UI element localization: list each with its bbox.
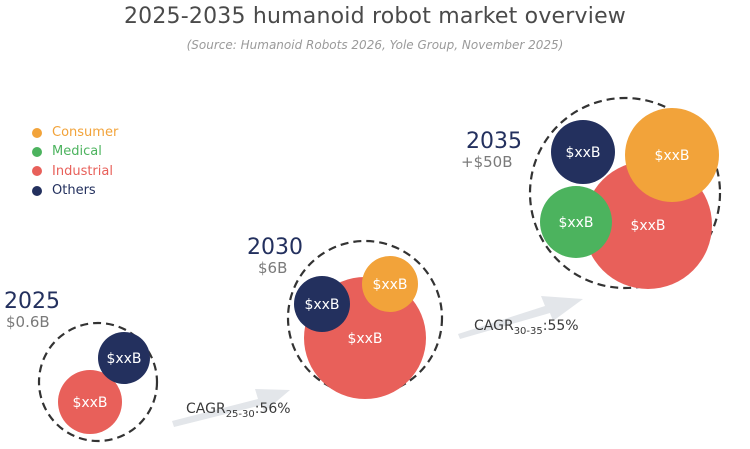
- bubble-2035-consumer: [625, 108, 719, 202]
- legend-item-others: Others: [32, 181, 118, 200]
- legend-item-medical: Medical: [32, 142, 118, 161]
- bubble-2025-others: [98, 332, 150, 384]
- cagr-arrow-2: [458, 296, 583, 339]
- legend-label-others: Others: [52, 183, 96, 199]
- dashed-ring-2025: [37, 321, 159, 443]
- legend-dot-consumer: [32, 127, 42, 138]
- legend-label-medical: Medical: [52, 144, 102, 160]
- legend-label-consumer: Consumer: [52, 125, 119, 141]
- legend-label-industrial: Industrial: [52, 163, 113, 179]
- bubble-label-2030-others: $xxB: [304, 297, 339, 313]
- chart-subtitle: (Source: Humanoid Robots 2026, Yole Grou…: [186, 38, 564, 52]
- cagr-arrow-1: [172, 389, 290, 427]
- bubble-label-2035-others: $xxB: [565, 145, 600, 161]
- bubble-label-2030-industrial: $xxB: [347, 331, 382, 347]
- total-label-2035: +$50B: [461, 153, 513, 171]
- bubble-label-2035-industrial: $xxB: [630, 218, 665, 234]
- year-label-2035: 2035: [466, 129, 522, 154]
- chart-title: 2025-2035 humanoid robot market overview: [123, 4, 627, 29]
- bubble-2030-consumer: [362, 256, 418, 312]
- cagr-period-2: 30-35: [514, 326, 543, 337]
- bubble-2035-medical: [540, 186, 612, 258]
- cagr-prefix-2: CAGR: [474, 318, 514, 334]
- cagr-label-1: CAGR25-30:56%: [186, 401, 291, 420]
- cagr-prefix-1: CAGR: [186, 401, 226, 417]
- year-label-2025: 2025: [4, 289, 60, 314]
- bubble-label-2025-others: $xxB: [106, 351, 141, 367]
- cagr-value-2: :55%: [543, 318, 579, 334]
- bubble-label-2025-industrial: $xxB: [72, 395, 107, 411]
- bubble-label-2030-consumer: $xxB: [372, 277, 407, 293]
- legend: Consumer Medical Industrial Others: [32, 123, 118, 200]
- bubble-2035-others: [551, 120, 615, 184]
- legend-dot-industrial: [32, 166, 42, 177]
- legend-dot-others: [32, 185, 42, 196]
- legend-item-industrial: Industrial: [32, 162, 118, 181]
- cagr-label-2: CAGR30-35:55%: [474, 318, 579, 337]
- bubble-2030-others: [294, 276, 350, 332]
- total-label-2025: $0.6B: [6, 313, 50, 331]
- year-label-2030: 2030: [247, 235, 303, 260]
- legend-item-consumer: Consumer: [32, 123, 118, 142]
- bubble-label-2035-medical: $xxB: [558, 215, 593, 231]
- bubble-2025-industrial: [58, 370, 122, 434]
- legend-dot-medical: [32, 146, 42, 157]
- cagr-period-1: 25-30: [226, 409, 255, 420]
- bubble-label-2035-consumer: $xxB: [654, 148, 689, 164]
- total-label-2030: $6B: [258, 259, 287, 277]
- cagr-value-1: :56%: [255, 401, 291, 417]
- dashed-ring-2035: [528, 96, 722, 290]
